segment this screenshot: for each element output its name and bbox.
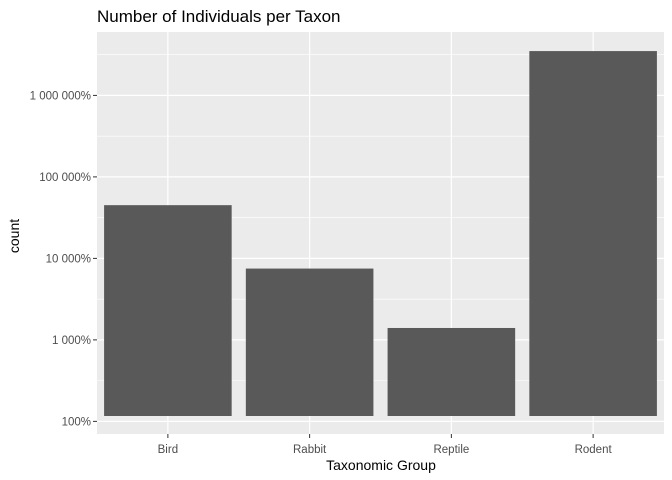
bar-rodent xyxy=(529,51,657,416)
y-tick-label: 100 000% xyxy=(39,172,91,184)
chart-title: Number of Individuals per Taxon xyxy=(97,7,341,26)
x-tick-label: Rabbit xyxy=(293,444,327,456)
x-axis-title: Taxonomic Group xyxy=(326,457,436,473)
bar-rabbit xyxy=(245,268,374,416)
y-tick-label: 1 000% xyxy=(52,335,91,347)
y-tick-label: 1 000 000% xyxy=(30,90,91,102)
x-tick-label: Reptile xyxy=(433,444,469,456)
y-tick-label: 100% xyxy=(62,416,91,428)
y-axis-title: count xyxy=(6,219,22,253)
y-tick-label: 10 000% xyxy=(46,253,91,265)
bar-reptile xyxy=(387,327,516,416)
bar-bird xyxy=(104,205,232,416)
x-tick-label: Bird xyxy=(158,444,178,456)
x-tick-label: Rodent xyxy=(575,444,613,456)
